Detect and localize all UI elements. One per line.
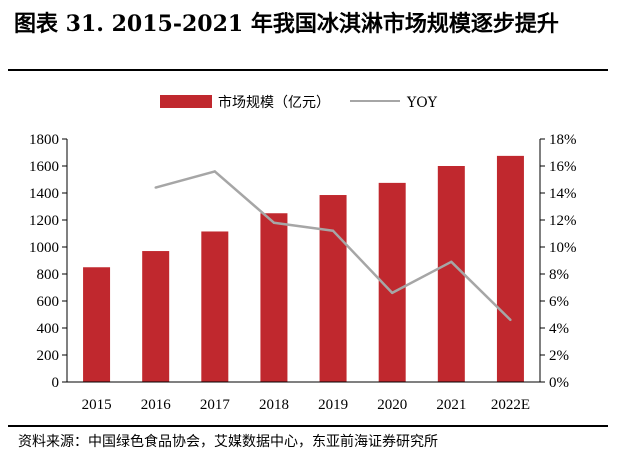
figure-title: 图表 31. 2015-2021 年我国冰淇淋市场规模逐步提升 <box>14 11 559 37</box>
bar <box>437 166 465 382</box>
y-tick-label-left: 400 <box>37 321 60 337</box>
y-tick-label-right: 0% <box>549 375 569 391</box>
yoy-point <box>331 229 335 232</box>
y-tick-label-left: 600 <box>37 294 60 310</box>
y-tick-label-right: 12% <box>549 213 577 229</box>
y-tick-label-left: 1200 <box>29 213 59 229</box>
plot-area: 0 200 400 600 800 1000 1200 1400 1600 1800 0% 2% 4% 6… <box>29 132 577 413</box>
y-tick-label-left: 1800 <box>29 132 59 148</box>
bar <box>319 195 347 382</box>
y-tick-label-left: 800 <box>37 267 60 283</box>
legend-bar-swatch <box>160 95 212 108</box>
y-tick-label-left: 200 <box>37 348 60 364</box>
y-tick-label-right: 4% <box>549 321 569 337</box>
y-tick-label-left: 0 <box>52 375 60 391</box>
legend-bar-label: 市场规模（亿元） <box>218 94 330 111</box>
y-tick-label-left: 1400 <box>29 186 59 202</box>
y-tick-label-right: 18% <box>549 132 577 148</box>
x-tick-label: 2016 <box>141 397 172 413</box>
top-rule <box>8 69 608 71</box>
yoy-point <box>390 291 394 295</box>
x-tick-label: 2015 <box>82 397 112 413</box>
source-note: 资料来源：中国绿色食品协会，艾媒数据中心，东亚前海证券研究所 <box>18 434 438 450</box>
bar <box>142 251 170 382</box>
y-tick-label-right: 8% <box>549 267 569 283</box>
bar <box>496 155 524 382</box>
bar <box>260 213 288 382</box>
legend: 市场规模（亿元） YOY <box>160 94 438 111</box>
y-tick-label-left: 1600 <box>29 159 59 175</box>
chart: 市场规模（亿元） YOY 0 200 400 600 800 1000 1200 1400 16… <box>29 94 577 413</box>
bar <box>201 231 229 382</box>
y-tick-label-right: 2% <box>549 348 569 364</box>
y-tick-label-right: 10% <box>549 240 577 256</box>
yoy-point <box>213 170 217 173</box>
x-tick-label: 2018 <box>259 397 289 413</box>
y-tick-label-right: 14% <box>549 186 577 202</box>
y-tick-label-left: 1000 <box>29 240 59 256</box>
bar <box>83 267 111 382</box>
x-tick-label: 2021 <box>436 397 466 413</box>
bottom-rule <box>8 425 608 427</box>
yoy-point <box>272 221 276 224</box>
yoy-point <box>450 260 453 264</box>
yoy-point <box>509 318 512 322</box>
x-tick-label: 2019 <box>318 397 348 413</box>
yoy-point <box>154 186 157 189</box>
x-tick-label: 2020 <box>377 397 407 413</box>
y-tick-label-right: 16% <box>549 159 577 175</box>
legend-line-label: YOY <box>406 95 438 111</box>
y-tick-label-right: 6% <box>549 294 569 310</box>
x-tick-label: 2022E <box>491 397 530 413</box>
x-tick-label: 2017 <box>200 397 231 413</box>
